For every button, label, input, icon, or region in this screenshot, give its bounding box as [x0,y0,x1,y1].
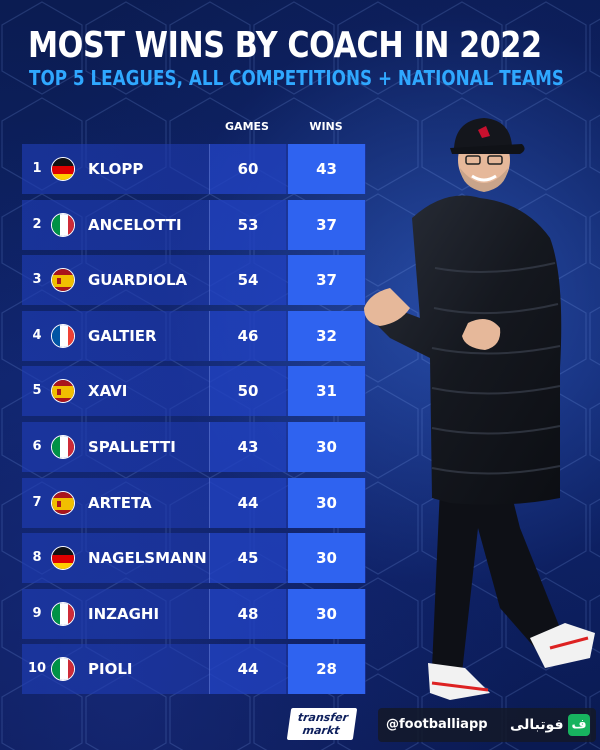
coach-name: ARTETA [88,493,152,512]
italy-flag-icon [51,657,75,682]
games-value: 54 [209,255,286,306]
wins-value: 30 [288,533,365,584]
rank-number: 1 [32,161,42,176]
wins-value: 28 [288,644,365,695]
rank-number: 6 [32,438,42,454]
wins-value: 32 [288,310,365,361]
coach-name: KLOPP [88,160,144,178]
italy-flag-icon [51,601,75,626]
table-row: 2 ANCELOTTI 53 37 [22,199,366,250]
games-value: 50 [209,366,286,417]
table-row: 10 PIOLI 44 28 [22,644,366,695]
brand-badge: @footballiapp فوتبالی ف [378,708,596,742]
logo-line-2: markt [301,724,341,737]
table-row: 4 GALTIER 46 32 [22,310,366,361]
rank-number: 8 [32,550,42,566]
coach-name: INZAGHI [88,604,160,623]
brand-name: فوتبالی [510,717,564,733]
wins-value: 37 [288,199,365,250]
brand-logo-icon: ف [568,714,590,736]
rank-number: 5 [32,383,42,399]
games-column-header: GAMES [225,120,269,133]
logo-line-1: transfer [296,711,349,724]
wins-value: 30 [288,588,365,639]
coach-illustration [364,118,595,700]
table-row: 8 NAGELSMANN 45 30 [22,533,366,584]
table-row: 3 GUARDIOLA 54 37 [22,255,366,306]
rank-number: 7 [32,494,42,510]
table-row: 9 INZAGHI 48 30 [22,588,366,639]
rank-number: 3 [32,272,42,288]
spain-flag-icon [51,268,75,293]
rank-number: 10 [27,661,47,677]
italy-flag-icon [51,434,75,459]
games-value: 44 [209,477,286,528]
social-handle: @footballiapp [386,717,488,732]
rank-number: 4 [32,327,42,343]
spain-flag-icon [51,490,75,515]
rank-number: 9 [32,605,42,621]
wins-value: 30 [288,477,365,528]
wins-value: 37 [288,255,365,306]
wins-column-header: WINS [309,120,343,133]
games-value: 53 [209,199,286,250]
page-title: MOST WINS BY COACH IN 2022 [28,25,542,66]
transfermarkt-logo: transfer markt [286,708,358,740]
games-value: 60 [209,144,286,194]
coach-name: XAVI [88,382,128,401]
italy-flag-icon [51,212,75,237]
rank-number: 2 [32,216,42,232]
coach-name: GUARDIOLA [88,271,188,290]
page-subtitle: TOP 5 LEAGUES, ALL COMPETITIONS + NATION… [29,66,565,90]
spain-flag-icon [51,379,75,404]
coach-name: NAGELSMANN [88,549,207,568]
wins-value: 43 [288,144,365,194]
games-value: 48 [209,588,286,639]
games-value: 45 [209,533,286,584]
table-row: 7 ARTETA 44 30 [22,477,366,528]
coach-name: SPALLETTI [88,437,176,456]
games-value: 44 [209,644,286,695]
table-row: 6 SPALLETTI 43 30 [22,421,366,472]
coach-name: GALTIER [88,326,157,345]
coach-name: PIOLI [88,660,133,679]
wins-value: 31 [288,366,365,417]
games-value: 43 [209,421,286,472]
wins-table: 1 KLOPP 60 43 2 ANCELOTTI 53 37 3 GUARDIOLA 54 37 4 G… [22,144,366,700]
wins-value: 30 [288,421,365,472]
france-flag-icon [51,323,75,348]
germany-flag-icon [51,157,75,181]
games-value: 46 [209,310,286,361]
germany-flag-icon [51,546,75,571]
coach-name: ANCELOTTI [88,215,182,234]
table-row: 5 XAVI 50 31 [22,366,366,417]
table-row: 1 KLOPP 60 43 [22,144,366,194]
